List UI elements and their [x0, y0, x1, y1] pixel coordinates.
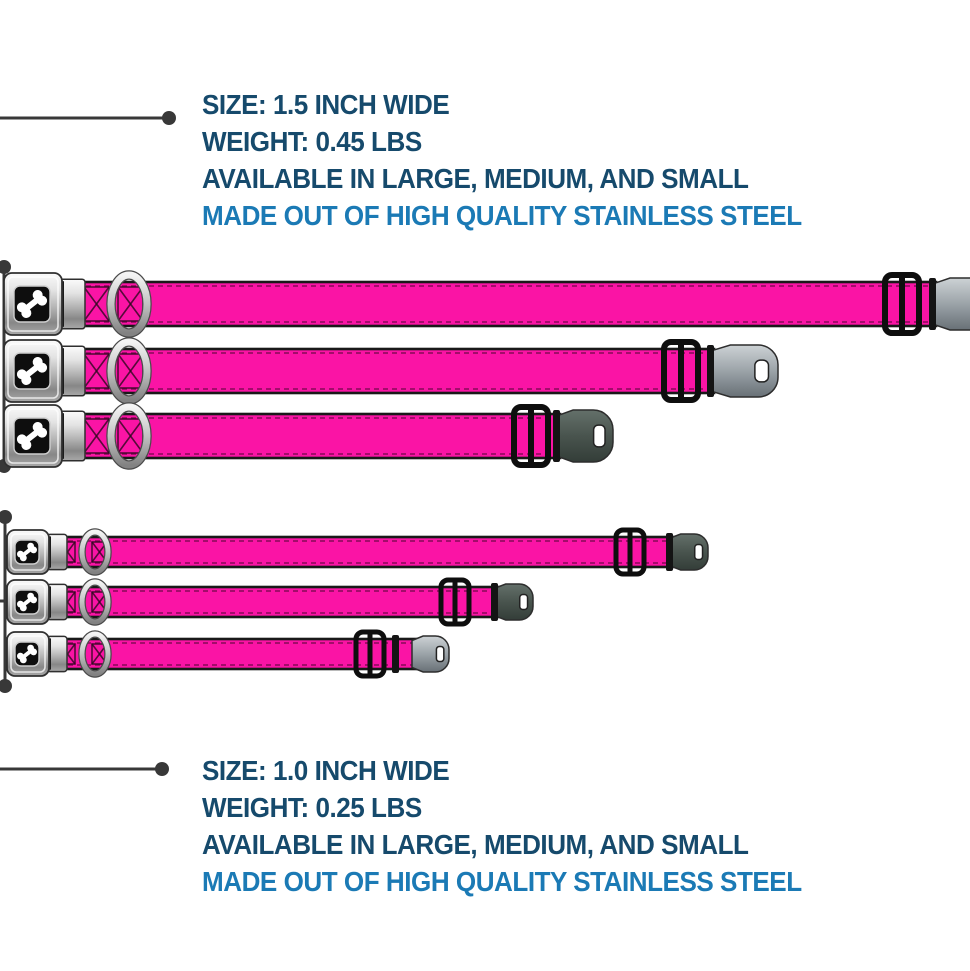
tri-glide-adjuster: [353, 629, 387, 679]
seatbelt-tongue: [493, 583, 534, 621]
collar-strap: [69, 280, 938, 328]
bracket-group-1-0-inch: [0, 510, 12, 693]
buckle-bevel: [10, 583, 46, 621]
callout-bottom: [0, 762, 169, 776]
d-ring: [106, 402, 152, 470]
collar-1-0-inch-small: [6, 629, 450, 679]
seatbelt-buckle: [3, 272, 86, 336]
seatbelt-buckle: [6, 529, 68, 575]
d-ring: [106, 270, 152, 338]
tongue-slot: [754, 359, 770, 383]
tongue-slot: [435, 645, 445, 663]
collars-layer: [3, 270, 970, 679]
size-text: SIZE: 1.0 INCH WIDE: [202, 755, 450, 786]
annotation-top: SIZE: 1.5 INCH WIDE WEIGHT: 0.45 LBS AVA…: [202, 86, 847, 234]
buckle-bevel: [10, 533, 46, 571]
d-ring: [78, 528, 112, 576]
seatbelt-tongue: [555, 409, 614, 463]
collar-1-0-inch-large: [6, 527, 709, 577]
buckle-bevel: [7, 343, 59, 399]
collar-1-5-inch-small: [3, 402, 614, 470]
tongue-slot: [592, 424, 606, 448]
collar-strap: [69, 347, 716, 395]
collar-1-0-inch-medium: [6, 577, 534, 627]
dog-bone-icon: [16, 422, 48, 450]
strap-band: [707, 345, 714, 397]
availability-text: AVAILABLE IN LARGE, MEDIUM, AND SMALL: [202, 163, 749, 194]
weight-text: WEIGHT: 0.25 LBS: [202, 792, 422, 823]
d-ring: [78, 578, 112, 626]
material-text: MADE OUT OF HIGH QUALITY STAINLESS STEEL: [202, 200, 802, 231]
seatbelt-buckle: [6, 631, 68, 677]
dog-bone-icon: [17, 542, 37, 562]
seatbelt-buckle: [6, 579, 68, 625]
tongue-slot: [518, 593, 529, 611]
availability-text: AVAILABLE IN LARGE, MEDIUM, AND SMALL: [202, 829, 749, 860]
bracket-dot-top: [0, 510, 12, 524]
tri-glide-adjuster: [661, 339, 701, 403]
dog-bone-icon: [16, 290, 48, 318]
bracket-dot-bottom: [0, 679, 12, 693]
callout-top: [0, 111, 176, 125]
tri-glide-adjuster: [511, 404, 551, 468]
seatbelt-tongue: [931, 277, 970, 331]
size-text: SIZE: 1.5 INCH WIDE: [202, 89, 450, 120]
dog-bone-icon: [17, 592, 37, 612]
tri-glide-adjuster: [882, 272, 922, 336]
buckle-bevel: [10, 635, 46, 673]
seatbelt-tongue: [668, 533, 709, 571]
annotation-bottom: SIZE: 1.0 INCH WIDE WEIGHT: 0.25 LBS AVA…: [202, 752, 847, 900]
d-ring: [106, 337, 152, 405]
callout-bottom-dot: [155, 762, 169, 776]
seatbelt-tongue: [411, 635, 450, 673]
d-ring: [78, 630, 112, 678]
material-text: MADE OUT OF HIGH QUALITY STAINLESS STEEL: [202, 866, 802, 897]
collar-1-5-inch-large: [3, 270, 970, 338]
bracket-dot-top: [0, 260, 11, 274]
seatbelt-buckle: [3, 404, 86, 468]
tongue-slot: [693, 543, 704, 561]
seatbelt-buckle: [3, 339, 86, 403]
dog-bone-icon: [17, 644, 37, 664]
callout-top-dot: [162, 111, 176, 125]
stitch-box: [117, 353, 144, 389]
tri-glide-adjuster: [613, 527, 647, 577]
collar-1-5-inch-medium: [3, 337, 779, 405]
strap-band: [929, 278, 936, 330]
strap-band: [666, 533, 673, 571]
buckle-bevel: [7, 408, 59, 464]
collar-strap: [51, 535, 675, 569]
tri-glide-adjuster: [438, 577, 472, 627]
strap-band: [553, 410, 560, 462]
seatbelt-tongue: [709, 344, 779, 398]
buckle-bevel: [7, 276, 59, 332]
strap-band: [491, 583, 498, 621]
strap-band: [392, 635, 399, 673]
weight-text: WEIGHT: 0.45 LBS: [202, 126, 422, 157]
dog-bone-icon: [16, 357, 48, 385]
